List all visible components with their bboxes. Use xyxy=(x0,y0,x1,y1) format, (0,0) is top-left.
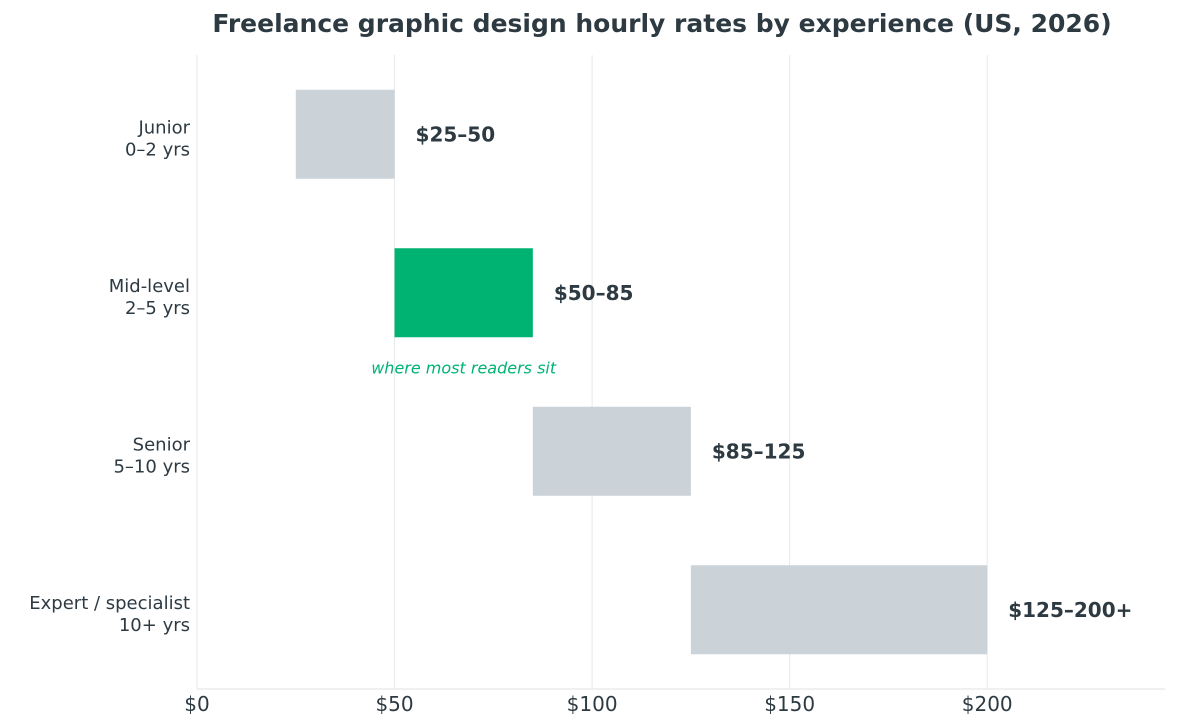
category-label: Junior xyxy=(137,117,190,138)
category-sublabel: 2–5 yrs xyxy=(125,298,190,319)
data-label: $125–200+ xyxy=(1008,598,1132,622)
x-tick-label: $150 xyxy=(764,692,815,716)
range-bar xyxy=(690,565,988,655)
bars: $25–50 $50–85 where most readers sit $85–12… xyxy=(295,89,1132,655)
x-axis: $0 $50 $100 $150 $200 xyxy=(184,688,1165,716)
category-sublabel: 5–10 yrs xyxy=(113,456,190,477)
category-sublabel: 10+ yrs xyxy=(119,615,190,636)
range-bar xyxy=(394,248,533,338)
category-sublabel: 0–2 yrs xyxy=(125,139,190,160)
range-bar xyxy=(295,89,395,179)
annotation-label: where most readers sit xyxy=(371,358,557,377)
data-label: $85–125 xyxy=(712,439,806,463)
category-label: Senior xyxy=(133,434,191,455)
x-tick-label: $0 xyxy=(184,692,209,716)
data-label: $50–85 xyxy=(554,281,634,305)
category-label: Mid-level xyxy=(109,276,190,297)
chart-title: Freelance graphic design hourly rates by… xyxy=(212,9,1111,38)
category-label: Expert / specialist xyxy=(29,593,190,614)
x-tick-label: $100 xyxy=(567,692,618,716)
x-tick-label: $50 xyxy=(375,692,413,716)
data-label: $25–50 xyxy=(416,122,496,146)
x-tick-label: $200 xyxy=(962,692,1013,716)
range-bar xyxy=(532,406,691,496)
